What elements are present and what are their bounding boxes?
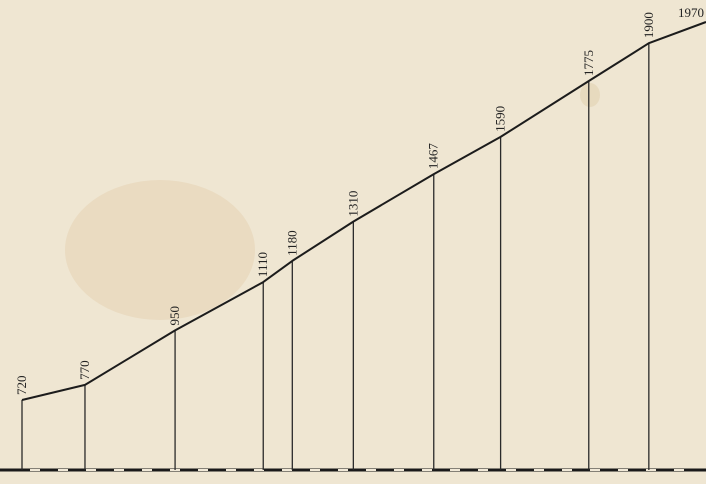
- elevation-label-1467: 1467: [426, 143, 441, 170]
- elevation-label-1110: 1110: [255, 252, 270, 277]
- elevation-label-1775: 1775: [581, 50, 596, 76]
- elevation-label-1970: 1970: [678, 5, 704, 20]
- elevation-label-720: 720: [14, 376, 29, 396]
- elevation-label-1900: 1900: [641, 12, 656, 38]
- elevation-label-770: 770: [77, 360, 92, 380]
- paper-stain: [580, 83, 600, 107]
- elevation-labels: 720 770 950 1110 1180 1310 1467 1590 1775 1900 197…: [14, 5, 704, 395]
- elevation-label-950: 950: [167, 306, 182, 326]
- paper-stain: [65, 180, 255, 320]
- elevation-label-1310: 1310: [345, 191, 360, 217]
- elevation-label-1180: 1180: [284, 230, 299, 256]
- elevation-profile-line: [21, 21, 706, 401]
- elevation-drop-lines: [21, 43, 650, 470]
- elevation-label-1590: 1590: [493, 106, 508, 132]
